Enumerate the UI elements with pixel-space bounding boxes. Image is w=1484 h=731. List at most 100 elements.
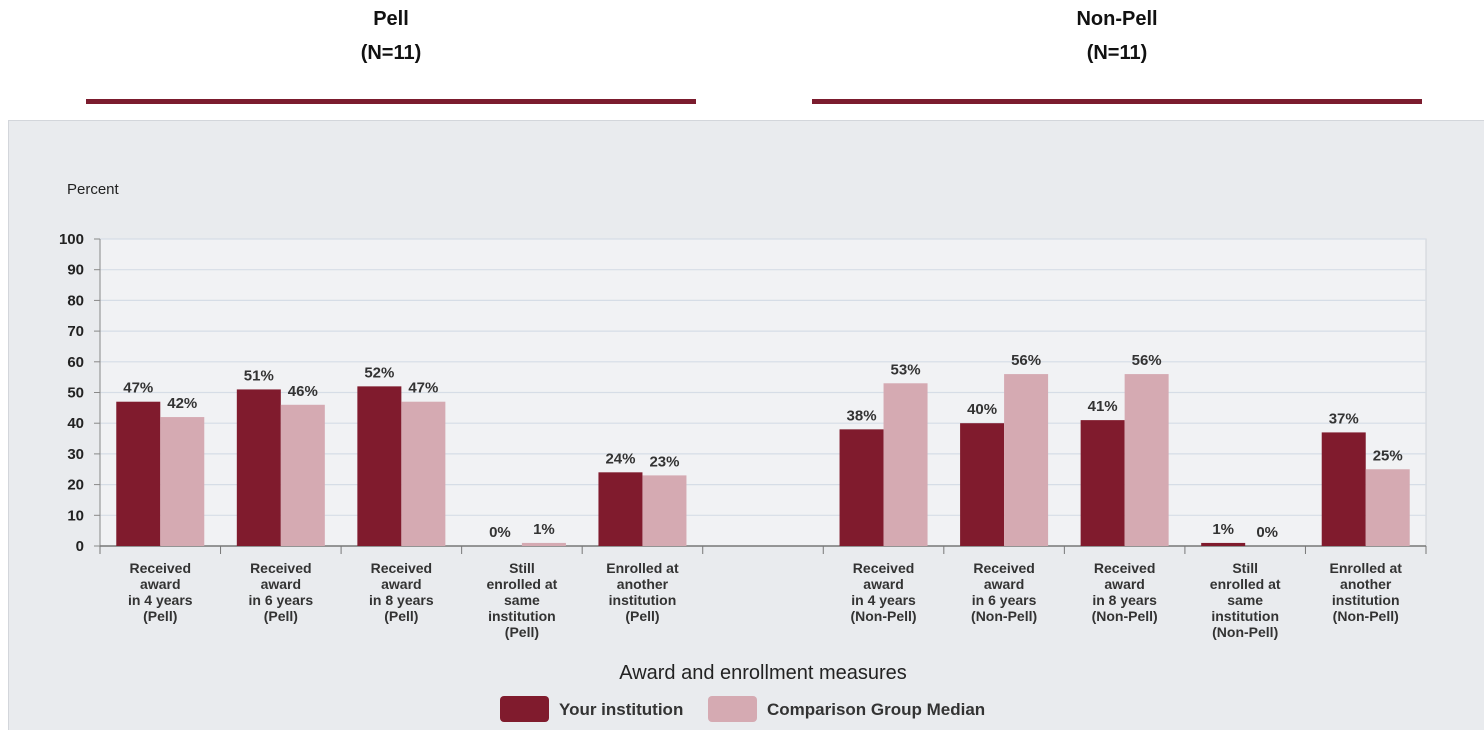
x-category-line: (Pell): [143, 608, 177, 624]
y-tick-label: 10: [67, 507, 84, 524]
x-category-line: in 8 years: [1092, 592, 1157, 608]
y-tick-label: 80: [67, 292, 84, 309]
y-tick-label: 60: [67, 354, 84, 371]
bar-comparison-median: [1124, 374, 1169, 546]
x-axis-title: Award and enrollment measures: [619, 662, 907, 684]
y-tick-label: 40: [67, 415, 84, 432]
x-category-line: award: [381, 576, 421, 592]
x-category-line: Received: [973, 560, 1034, 576]
x-category-label: Received award in 6 years (Pell): [249, 560, 314, 624]
legend-swatch-your-institution: [500, 696, 549, 722]
group-underline-non-pell: [812, 99, 1422, 104]
x-category-line: in 4 years: [851, 592, 916, 608]
x-category-line: (Pell): [264, 608, 298, 624]
y-tick-label: 70: [67, 323, 84, 340]
y-tick-label: 20: [67, 477, 84, 494]
bar-your-institution: [116, 401, 161, 546]
x-category-label: Enrolled at another institution (Pell): [606, 560, 679, 624]
x-category-line: Still: [509, 560, 535, 576]
y-tick-label: 30: [67, 446, 84, 463]
x-category-line: Received: [853, 560, 914, 576]
legend-swatch-comparison-median: [708, 696, 757, 722]
x-category-line: another: [617, 576, 669, 592]
bar-your-institution: [960, 423, 1005, 546]
data-label: 25%: [1373, 447, 1403, 464]
bar-your-institution: [357, 386, 402, 546]
x-category-line: Enrolled at: [606, 560, 679, 576]
data-label: 51%: [244, 367, 274, 384]
data-label: 0%: [489, 524, 511, 541]
data-label: 41%: [1088, 398, 1118, 415]
data-label: 37%: [1329, 410, 1359, 427]
y-tick-label: 90: [67, 262, 84, 279]
legend-label-your-institution: Your institution: [559, 700, 683, 719]
data-label: 46%: [288, 383, 318, 400]
x-category-line: award: [261, 576, 301, 592]
group-n-pell: (N=11): [360, 42, 422, 64]
x-category-line: institution: [1211, 608, 1279, 624]
x-category-line: award: [863, 576, 903, 592]
x-category-line: Received: [130, 560, 191, 576]
x-category-line: (Non-Pell): [1212, 624, 1278, 640]
bar-comparison-median: [1365, 469, 1410, 546]
x-category-line: institution: [609, 592, 677, 608]
group-title-pell: Pell: [373, 8, 409, 30]
x-category-label: Enrolled at another institution (Non-Pell): [1330, 560, 1403, 624]
data-label: 1%: [1212, 521, 1234, 538]
data-label: 23%: [649, 453, 679, 470]
bar-your-institution: [236, 389, 281, 546]
bar-your-institution: [839, 429, 884, 546]
x-category-line: in 6 years: [249, 592, 314, 608]
x-category-line: in 6 years: [972, 592, 1037, 608]
x-category-line: Received: [371, 560, 432, 576]
x-category-line: another: [1340, 576, 1392, 592]
x-category-line: Enrolled at: [1330, 560, 1403, 576]
group-header-pell: Pell (N=11): [86, 2, 696, 70]
group-header-non-pell: Non-Pell (N=11): [812, 2, 1422, 70]
data-label: 24%: [605, 450, 635, 467]
data-label: 56%: [1132, 352, 1162, 369]
x-category-line: (Non-Pell): [971, 608, 1037, 624]
x-category-line: in 8 years: [369, 592, 434, 608]
data-label: 52%: [364, 364, 394, 381]
x-category-label: Received award in 8 years (Pell): [369, 560, 434, 624]
data-label: 0%: [1256, 524, 1278, 541]
bar-your-institution: [1201, 542, 1246, 546]
data-label: 38%: [847, 407, 877, 424]
y-tick-label: 0: [76, 538, 84, 555]
bar-comparison-median: [160, 417, 205, 546]
data-label: 42%: [167, 395, 197, 412]
bar-comparison-median: [642, 475, 687, 546]
x-category-line: (Non-Pell): [1333, 608, 1399, 624]
x-category-line: same: [1227, 592, 1263, 608]
x-category-line: (Pell): [384, 608, 418, 624]
bar-comparison-median: [1004, 374, 1049, 546]
bar-comparison-median: [401, 401, 446, 546]
x-category-line: enrolled at: [1210, 576, 1281, 592]
x-category-line: in 4 years: [128, 592, 193, 608]
y-tick-label: 50: [67, 385, 84, 402]
chart-panel: 0 10 20 30 40 50 60 70 80 90 100 Percent 47% 51% 52% 0%…: [8, 120, 1484, 730]
x-category-line: (Pell): [625, 608, 659, 624]
data-label: 47%: [123, 380, 153, 397]
x-category-line: (Non-Pell): [1092, 608, 1158, 624]
x-category-line: (Non-Pell): [850, 608, 916, 624]
x-category-line: Still: [1232, 560, 1258, 576]
x-category-line: (Pell): [505, 624, 539, 640]
x-category-line: Received: [250, 560, 311, 576]
x-category-label: Received award in 4 years (Non-Pell): [850, 560, 916, 624]
data-label: 53%: [891, 361, 921, 378]
group-title-non-pell: Non-Pell: [1076, 8, 1158, 30]
y-axis-label: Percent: [67, 181, 120, 198]
bar-comparison-median: [521, 542, 566, 546]
x-category-line: Received: [1094, 560, 1155, 576]
x-category-label: Still enrolled at same institution (Non-Pell…: [1210, 560, 1281, 640]
x-category-label: Received award in 8 years (Non-Pell): [1092, 560, 1158, 624]
data-label: 40%: [967, 401, 997, 418]
x-category-line: institution: [488, 608, 556, 624]
x-category-line: institution: [1332, 592, 1400, 608]
bar-your-institution: [598, 472, 643, 546]
x-category-line: same: [504, 592, 540, 608]
legend-label-comparison-median: Comparison Group Median: [767, 700, 985, 719]
x-category-label: Still enrolled at same institution (Pell): [487, 560, 558, 640]
